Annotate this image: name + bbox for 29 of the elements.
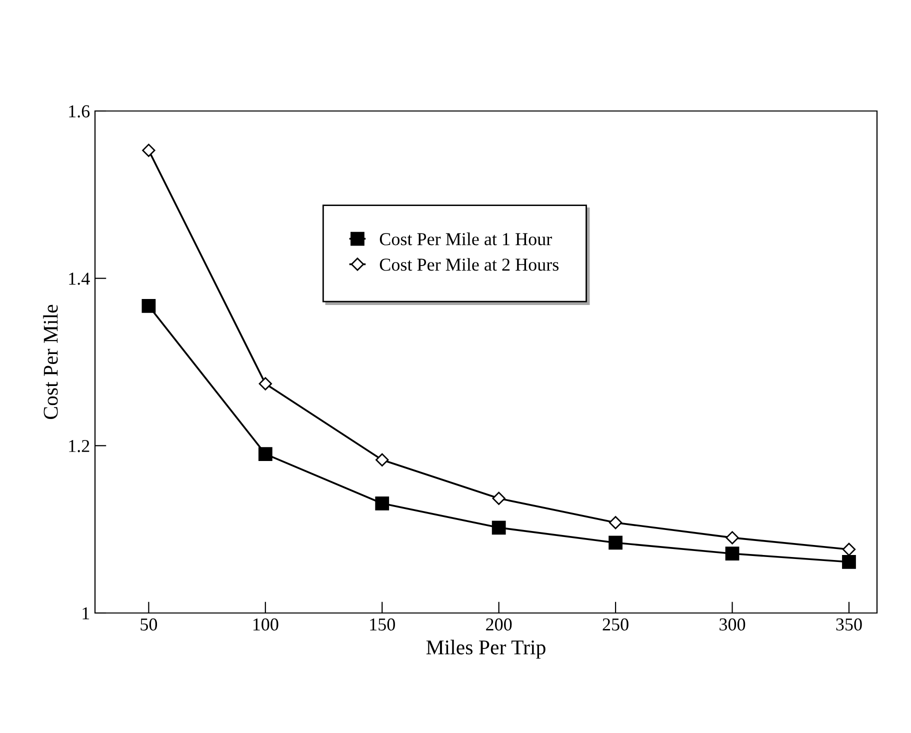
point [375, 496, 390, 510]
y-tick-label: 1.2 [69, 440, 90, 452]
point [258, 377, 272, 390]
point [842, 542, 856, 556]
point [492, 520, 506, 535]
point [608, 536, 622, 550]
legend-label: Cost Per Mile at 1 Hour [380, 232, 552, 246]
point [142, 299, 156, 313]
x-tick-label: 350 [836, 618, 862, 631]
x-tick-label: 250 [602, 618, 628, 631]
legend-label: Cost Per Mile at 2 Hours [380, 258, 559, 271]
x-tick-label: 50 [140, 618, 158, 631]
x-tick-label: 200 [486, 618, 512, 631]
point [258, 447, 272, 461]
y-tick-label: 1 [82, 607, 90, 620]
x-axis-title: Miles Per Trip [426, 640, 546, 659]
point [842, 555, 856, 569]
point [608, 516, 622, 530]
point [725, 546, 740, 561]
x-tick-label: 100 [253, 618, 278, 631]
x-tick-label: 150 [370, 618, 395, 631]
x-tick-label: 300 [720, 618, 746, 631]
y-tick-label: 1.6 [69, 105, 90, 118]
point [142, 144, 156, 157]
point [492, 492, 506, 505]
point [376, 453, 389, 466]
y-axis-title: Cost Per Mile [43, 304, 58, 420]
point [726, 531, 739, 544]
y-tick-label: 1.4 [69, 272, 90, 285]
